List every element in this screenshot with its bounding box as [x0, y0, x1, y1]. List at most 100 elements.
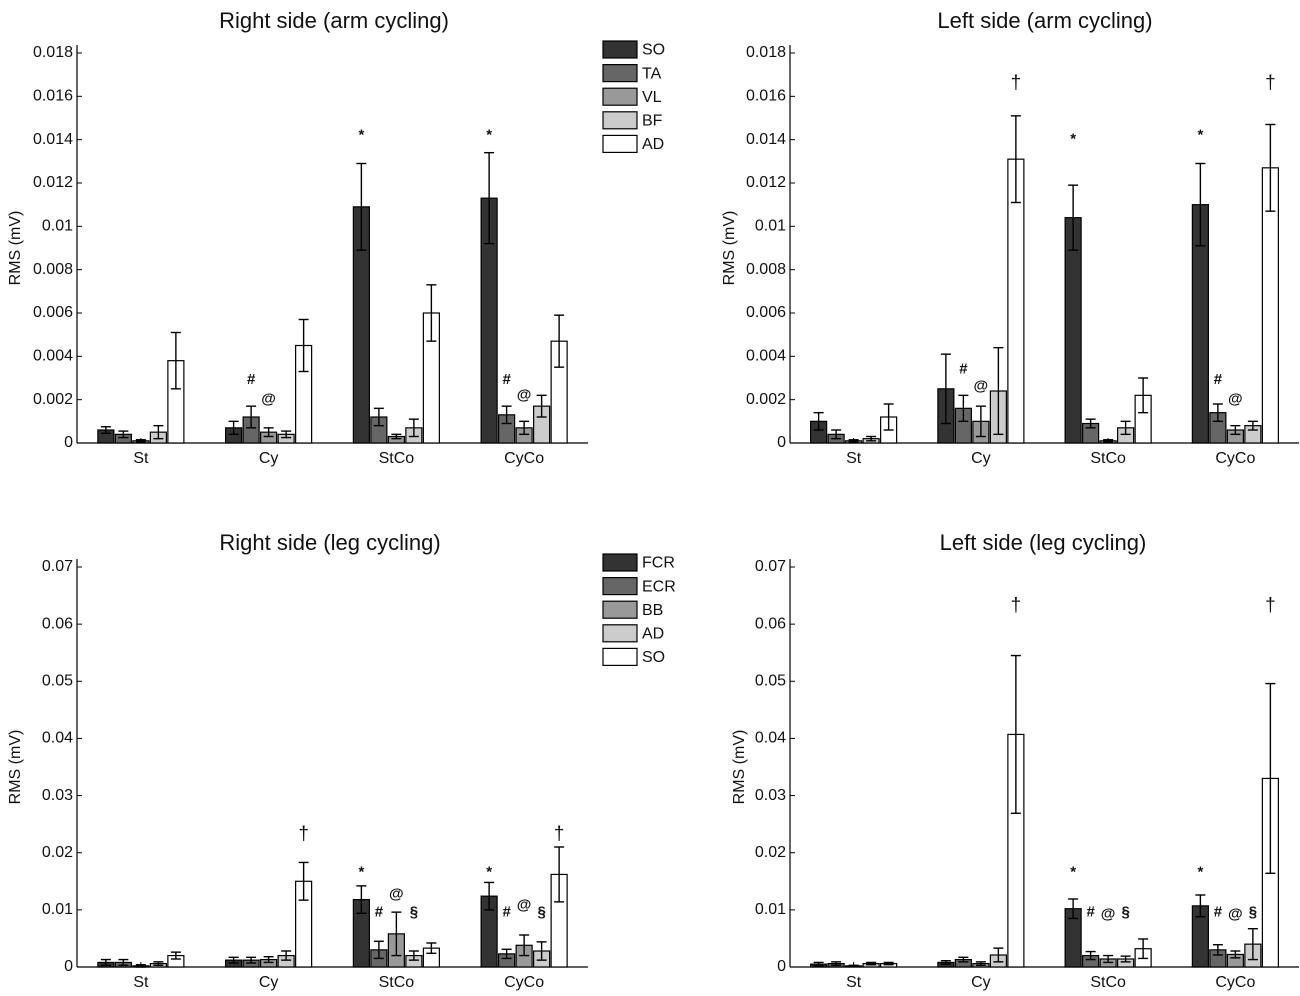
legend-swatch-so [602, 647, 638, 667]
chart-title: Left side (leg cycling) [940, 530, 1147, 555]
y-tick-label: 0.01 [755, 901, 786, 918]
y-tick-label: 0.05 [42, 673, 73, 690]
y-tick-label: 0 [777, 434, 786, 451]
y-tick-label: 0.03 [42, 787, 73, 804]
x-tick-label: St [846, 450, 862, 467]
y-axis-label: RMS (mV) [7, 211, 24, 286]
significance-marker: † [554, 823, 565, 844]
y-tick-label: 0.008 [746, 261, 786, 278]
y-axis-label: RMS (mV) [721, 211, 738, 286]
legend-label: BB [642, 602, 663, 619]
y-axis-label: RMS (mV) [7, 730, 24, 805]
legend-label: SO [642, 649, 665, 666]
x-tick-label: Cy [971, 974, 991, 991]
significance-marker: * [358, 864, 364, 881]
y-tick-label: 0.004 [33, 348, 73, 365]
significance-marker: @ [389, 885, 404, 902]
y-tick-label: 0.01 [42, 901, 73, 918]
x-tick-label: St [133, 974, 149, 991]
legend-label: BF [642, 113, 663, 130]
significance-marker: # [247, 371, 256, 388]
y-tick-label: 0.006 [746, 304, 786, 321]
x-tick-label: St [846, 974, 862, 991]
significance-marker: † [1011, 595, 1022, 616]
y-tick-label: 0.018 [746, 44, 786, 61]
significance-marker: § [537, 904, 545, 921]
y-tick-label: 0.04 [42, 730, 73, 747]
legend-swatch-so [602, 40, 638, 59]
legend-swatch-ta [602, 63, 638, 83]
legend-swatch-ecr [602, 576, 638, 596]
significance-marker: * [1197, 864, 1203, 881]
x-tick-label: CyCo [504, 974, 544, 991]
legend-swatch-bb [602, 600, 638, 619]
x-tick-label: CyCo [504, 450, 544, 467]
legend-swatch-ad [602, 624, 638, 643]
significance-marker: # [1086, 904, 1095, 921]
significance-marker: # [1214, 371, 1223, 388]
significance-marker: # [959, 360, 968, 377]
x-tick-label: StCo [1090, 974, 1126, 991]
y-tick-label: 0.006 [33, 304, 73, 321]
legend-label: TA [642, 65, 662, 82]
significance-marker: * [1070, 864, 1076, 881]
y-tick-label: 0.016 [33, 88, 73, 105]
x-tick-label: StCo [379, 450, 415, 467]
y-tick-label: 0.018 [33, 44, 73, 61]
significance-marker: # [375, 904, 384, 921]
legend-swatch-vl [602, 87, 638, 106]
legend-label: VL [642, 89, 662, 106]
significance-marker: * [1070, 131, 1076, 148]
y-tick-label: 0.06 [42, 615, 73, 632]
y-tick-label: 0.014 [33, 131, 73, 148]
x-tick-label: StCo [379, 974, 415, 991]
bar-so-stco [1064, 217, 1082, 444]
y-tick-label: 0.002 [33, 391, 73, 408]
chart-panel-4: Left side (leg cycling) RMS (mV) 0 0.01 0.02… [731, 530, 1299, 991]
chart-panel-3: Right side (leg cycling) RMS (mV) 0 0.01 0.0… [7, 530, 676, 991]
legend-label: SO [642, 42, 665, 59]
significance-marker: # [502, 371, 511, 388]
significance-marker: † [298, 823, 309, 844]
significance-marker: † [1265, 72, 1276, 93]
chart-panel-1: Right side (arm cycling) RMS (mV) 0 0.002 0.… [7, 8, 665, 467]
significance-marker: * [358, 126, 364, 143]
significance-marker: @ [1228, 391, 1243, 408]
x-tick-label: Cy [971, 450, 991, 467]
y-tick-label: 0.05 [755, 673, 786, 690]
chart-panel-2: Left side (arm cycling) RMS (mV) 0 0.002 0.0… [721, 8, 1299, 467]
y-tick-label: 0.002 [746, 391, 786, 408]
y-tick-label: 0.01 [42, 218, 73, 235]
significance-marker: @ [517, 896, 532, 913]
y-tick-label: 0.03 [755, 787, 786, 804]
significance-marker: @ [1101, 905, 1116, 922]
y-tick-label: 0.02 [42, 844, 73, 861]
legend-label: AD [642, 136, 664, 153]
x-tick-label: CyCo [1215, 450, 1255, 467]
significance-marker: § [1121, 904, 1129, 921]
legend-label: AD [642, 626, 664, 643]
significance-marker: @ [1228, 905, 1243, 922]
y-tick-label: 0.06 [755, 615, 786, 632]
x-tick-label: St [133, 450, 149, 467]
significance-marker: § [410, 904, 418, 921]
legend-swatch-bf [602, 111, 638, 130]
y-tick-label: 0.014 [746, 131, 786, 148]
significance-marker: * [1197, 126, 1203, 143]
y-tick-label: 0.004 [746, 348, 786, 365]
y-tick-label: 0 [64, 434, 73, 451]
y-tick-label: 0.04 [755, 730, 786, 747]
x-tick-label: StCo [1090, 450, 1126, 467]
significance-marker: † [1011, 72, 1022, 93]
significance-marker: # [502, 904, 511, 921]
significance-marker: @ [974, 378, 989, 395]
y-tick-label: 0.07 [755, 558, 786, 575]
significance-marker: @ [261, 391, 276, 408]
significance-marker: # [1214, 904, 1223, 921]
significance-marker: * [486, 864, 492, 881]
y-tick-label: 0.07 [42, 558, 73, 575]
legend-swatch-ad [602, 134, 638, 153]
y-tick-label: 0 [777, 958, 786, 975]
x-tick-label: Cy [259, 450, 279, 467]
